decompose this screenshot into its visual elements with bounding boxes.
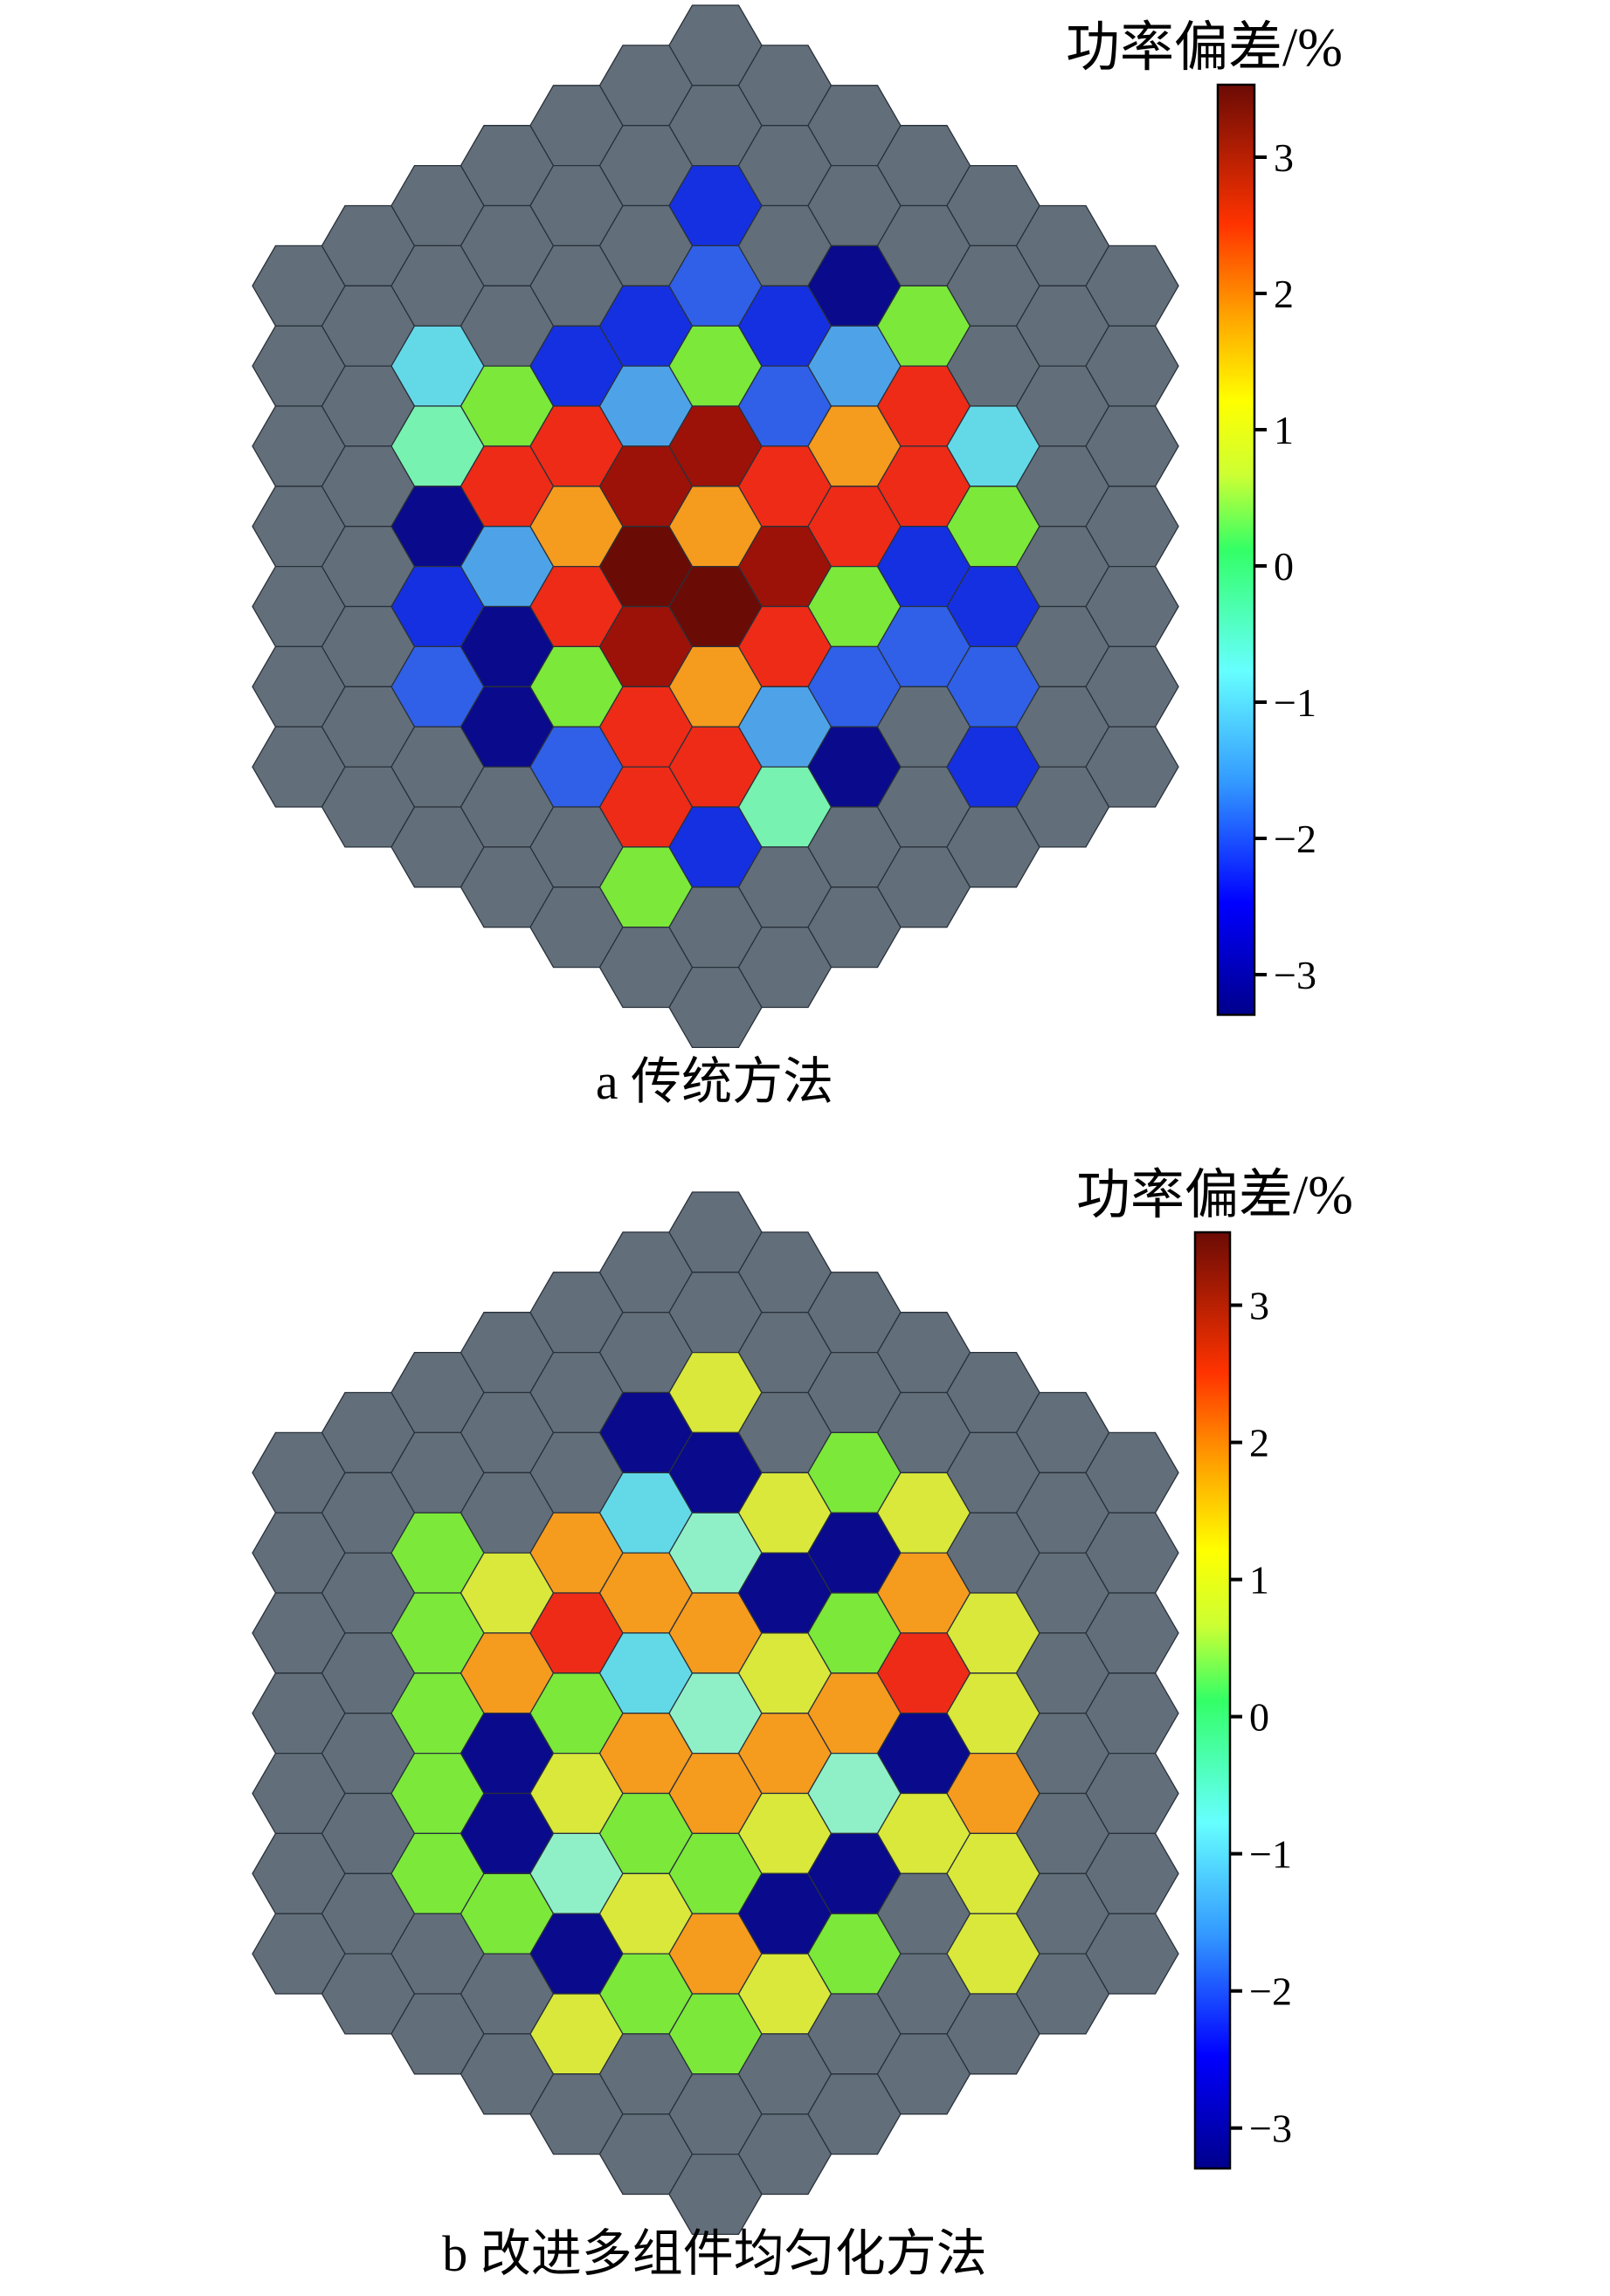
- svg-text:−2: −2: [1249, 1969, 1292, 2014]
- svg-text:0: 0: [1249, 1695, 1269, 1740]
- svg-text:−2: −2: [1274, 817, 1316, 861]
- svg-text:2: 2: [1249, 1421, 1269, 1465]
- svg-text:1: 1: [1249, 1558, 1269, 1603]
- svg-text:a 传统方法: a 传统方法: [596, 1053, 833, 1110]
- svg-text:2: 2: [1274, 272, 1294, 316]
- svg-text:−1: −1: [1274, 680, 1316, 725]
- svg-text:−3: −3: [1249, 2106, 1292, 2151]
- svg-text:功率偏差/%: 功率偏差/%: [1076, 1166, 1353, 1225]
- svg-text:b 改进多组件均匀化方法: b 改进多组件均匀化方法: [442, 2225, 987, 2282]
- svg-text:3: 3: [1249, 1284, 1269, 1328]
- svg-text:1: 1: [1274, 408, 1294, 452]
- svg-text:−3: −3: [1274, 953, 1316, 997]
- svg-text:3: 3: [1274, 135, 1294, 180]
- svg-text:功率偏差/%: 功率偏差/%: [1066, 18, 1343, 78]
- svg-text:0: 0: [1274, 544, 1294, 589]
- svg-text:−1: −1: [1249, 1832, 1292, 1877]
